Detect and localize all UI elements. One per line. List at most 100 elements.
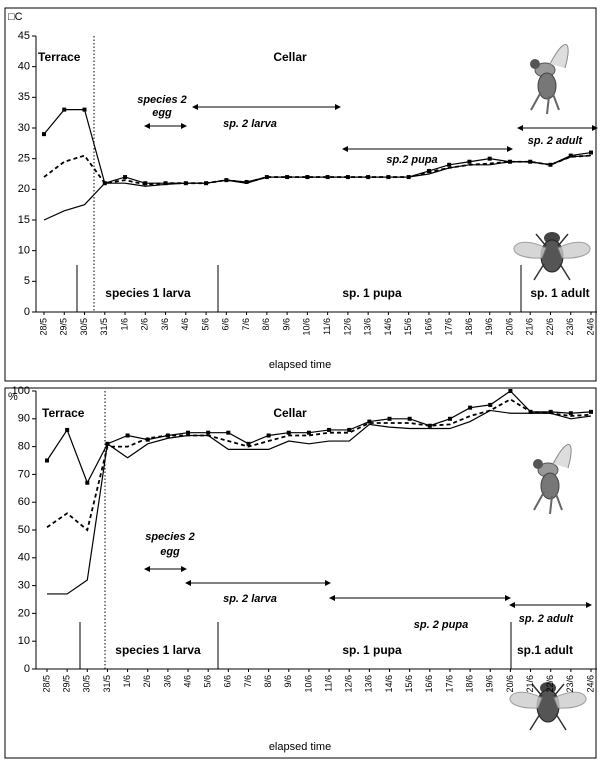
data-point: [306, 430, 311, 435]
x-axis-label: elapsed time: [269, 359, 331, 371]
y-tick-label: 0: [24, 663, 30, 675]
x-tick-label: 1/6: [122, 675, 132, 688]
series-line: [46, 398, 592, 532]
data-point: [589, 409, 593, 414]
data-point: [407, 416, 412, 421]
annotation: Terrace: [38, 50, 81, 64]
y-tick-label: 100: [12, 385, 30, 397]
data-point: [548, 409, 553, 414]
x-tick-label: 8/6: [263, 675, 273, 688]
x-tick-label: 5/6: [200, 318, 210, 331]
x-tick-label: 21/6: [525, 675, 535, 693]
data-point: [226, 430, 231, 435]
x-tick-label: 6/6: [223, 675, 233, 688]
annotation: species 1 larva: [115, 643, 201, 657]
x-tick-label: 9/6: [283, 675, 293, 688]
series-line: [46, 390, 592, 485]
data-point: [186, 430, 191, 435]
x-tick-label: 22/6: [545, 318, 555, 336]
x-tick-label: 19/6: [485, 675, 495, 693]
y-tick-label: 35: [18, 91, 30, 103]
y-tick-label: 60: [18, 496, 30, 508]
y-tick-label: 10: [18, 635, 30, 647]
annotation: species 1 larva: [105, 286, 191, 300]
annotation: sp. 1 pupa: [342, 643, 402, 657]
x-tick-label: 16/6: [424, 675, 434, 693]
y-axis-label: %: [8, 391, 18, 403]
series-line: [43, 155, 592, 221]
y-tick-label: 5: [24, 275, 30, 287]
annotation: Cellar: [273, 406, 307, 420]
x-tick-label: 13/6: [363, 318, 373, 336]
chart-frame: [4, 7, 597, 382]
annotation: Cellar: [273, 50, 307, 64]
x-tick-label: 11/6: [322, 318, 332, 335]
y-tick-label: 45: [18, 30, 30, 42]
data-point: [244, 179, 249, 184]
x-axis-label: elapsed time: [269, 741, 331, 753]
x-tick-label: 23/6: [565, 675, 575, 693]
x-tick-label: 30/5: [82, 675, 92, 693]
x-tick-label: 3/6: [160, 318, 170, 331]
x-tick-label: 19/6: [484, 318, 494, 336]
data-point: [487, 156, 492, 161]
data-point: [568, 153, 573, 158]
x-tick-label: 14/6: [384, 675, 394, 693]
y-tick-label: 25: [18, 153, 30, 165]
x-tick-label: 18/6: [464, 318, 474, 336]
data-point: [82, 107, 87, 112]
data-point: [62, 107, 67, 112]
y-tick-label: 20: [18, 607, 30, 619]
data-point: [427, 423, 432, 428]
y-tick-label: 50: [18, 524, 30, 536]
data-point: [145, 437, 150, 442]
annotation: Terrace: [42, 406, 85, 420]
x-tick-label: 21/6: [525, 318, 535, 336]
x-tick-label: 2/6: [142, 675, 152, 688]
annotation: species 2: [145, 531, 195, 543]
x-tick-label: 29/5: [62, 675, 72, 693]
data-point: [206, 430, 211, 435]
x-tick-label: 24/6: [585, 675, 595, 693]
data-point: [246, 441, 251, 446]
annotation: egg: [152, 107, 172, 119]
y-tick-label: 0: [24, 306, 30, 318]
y-axis-label: □C: [8, 11, 23, 23]
fly-icon: [529, 43, 570, 115]
x-tick-label: 7/6: [243, 675, 253, 688]
x-tick-label: 10/6: [302, 318, 312, 336]
annotation: sp.2 pupa: [386, 154, 437, 166]
data-point: [85, 480, 90, 485]
annotation: sp. 2 adult: [528, 135, 584, 147]
x-tick-label: 17/6: [444, 318, 454, 336]
data-point: [266, 433, 271, 438]
x-tick-label: 28/5: [41, 675, 51, 693]
annotation: sp. 2 larva: [223, 118, 277, 130]
x-tick-label: 22/6: [545, 675, 555, 693]
data-point: [508, 389, 513, 393]
data-point: [468, 405, 473, 410]
x-tick-label: 16/6: [423, 318, 433, 336]
y-tick-label: 30: [18, 580, 30, 592]
x-tick-label: 4/6: [180, 318, 190, 331]
x-tick-label: 4/6: [182, 675, 192, 688]
x-tick-label: 20/6: [504, 318, 514, 336]
x-tick-label: 12/6: [344, 675, 354, 693]
y-tick-label: 30: [18, 122, 30, 134]
x-tick-label: 8/6: [261, 318, 271, 331]
x-tick-label: 13/6: [364, 675, 374, 693]
y-tick-label: 40: [18, 61, 30, 73]
x-tick-label: 15/6: [404, 675, 414, 693]
x-tick-label: 12/6: [342, 318, 352, 336]
series-line: [47, 409, 592, 595]
x-tick-label: 1/6: [119, 318, 129, 331]
annotation: species 2: [137, 94, 187, 106]
annotation: sp. 2 pupa: [414, 619, 468, 631]
data-point: [426, 168, 431, 173]
data-point: [447, 416, 452, 421]
y-tick-label: 10: [18, 245, 30, 257]
x-tick-label: 18/6: [464, 675, 474, 693]
data-point: [327, 427, 332, 432]
data-point: [42, 132, 46, 137]
